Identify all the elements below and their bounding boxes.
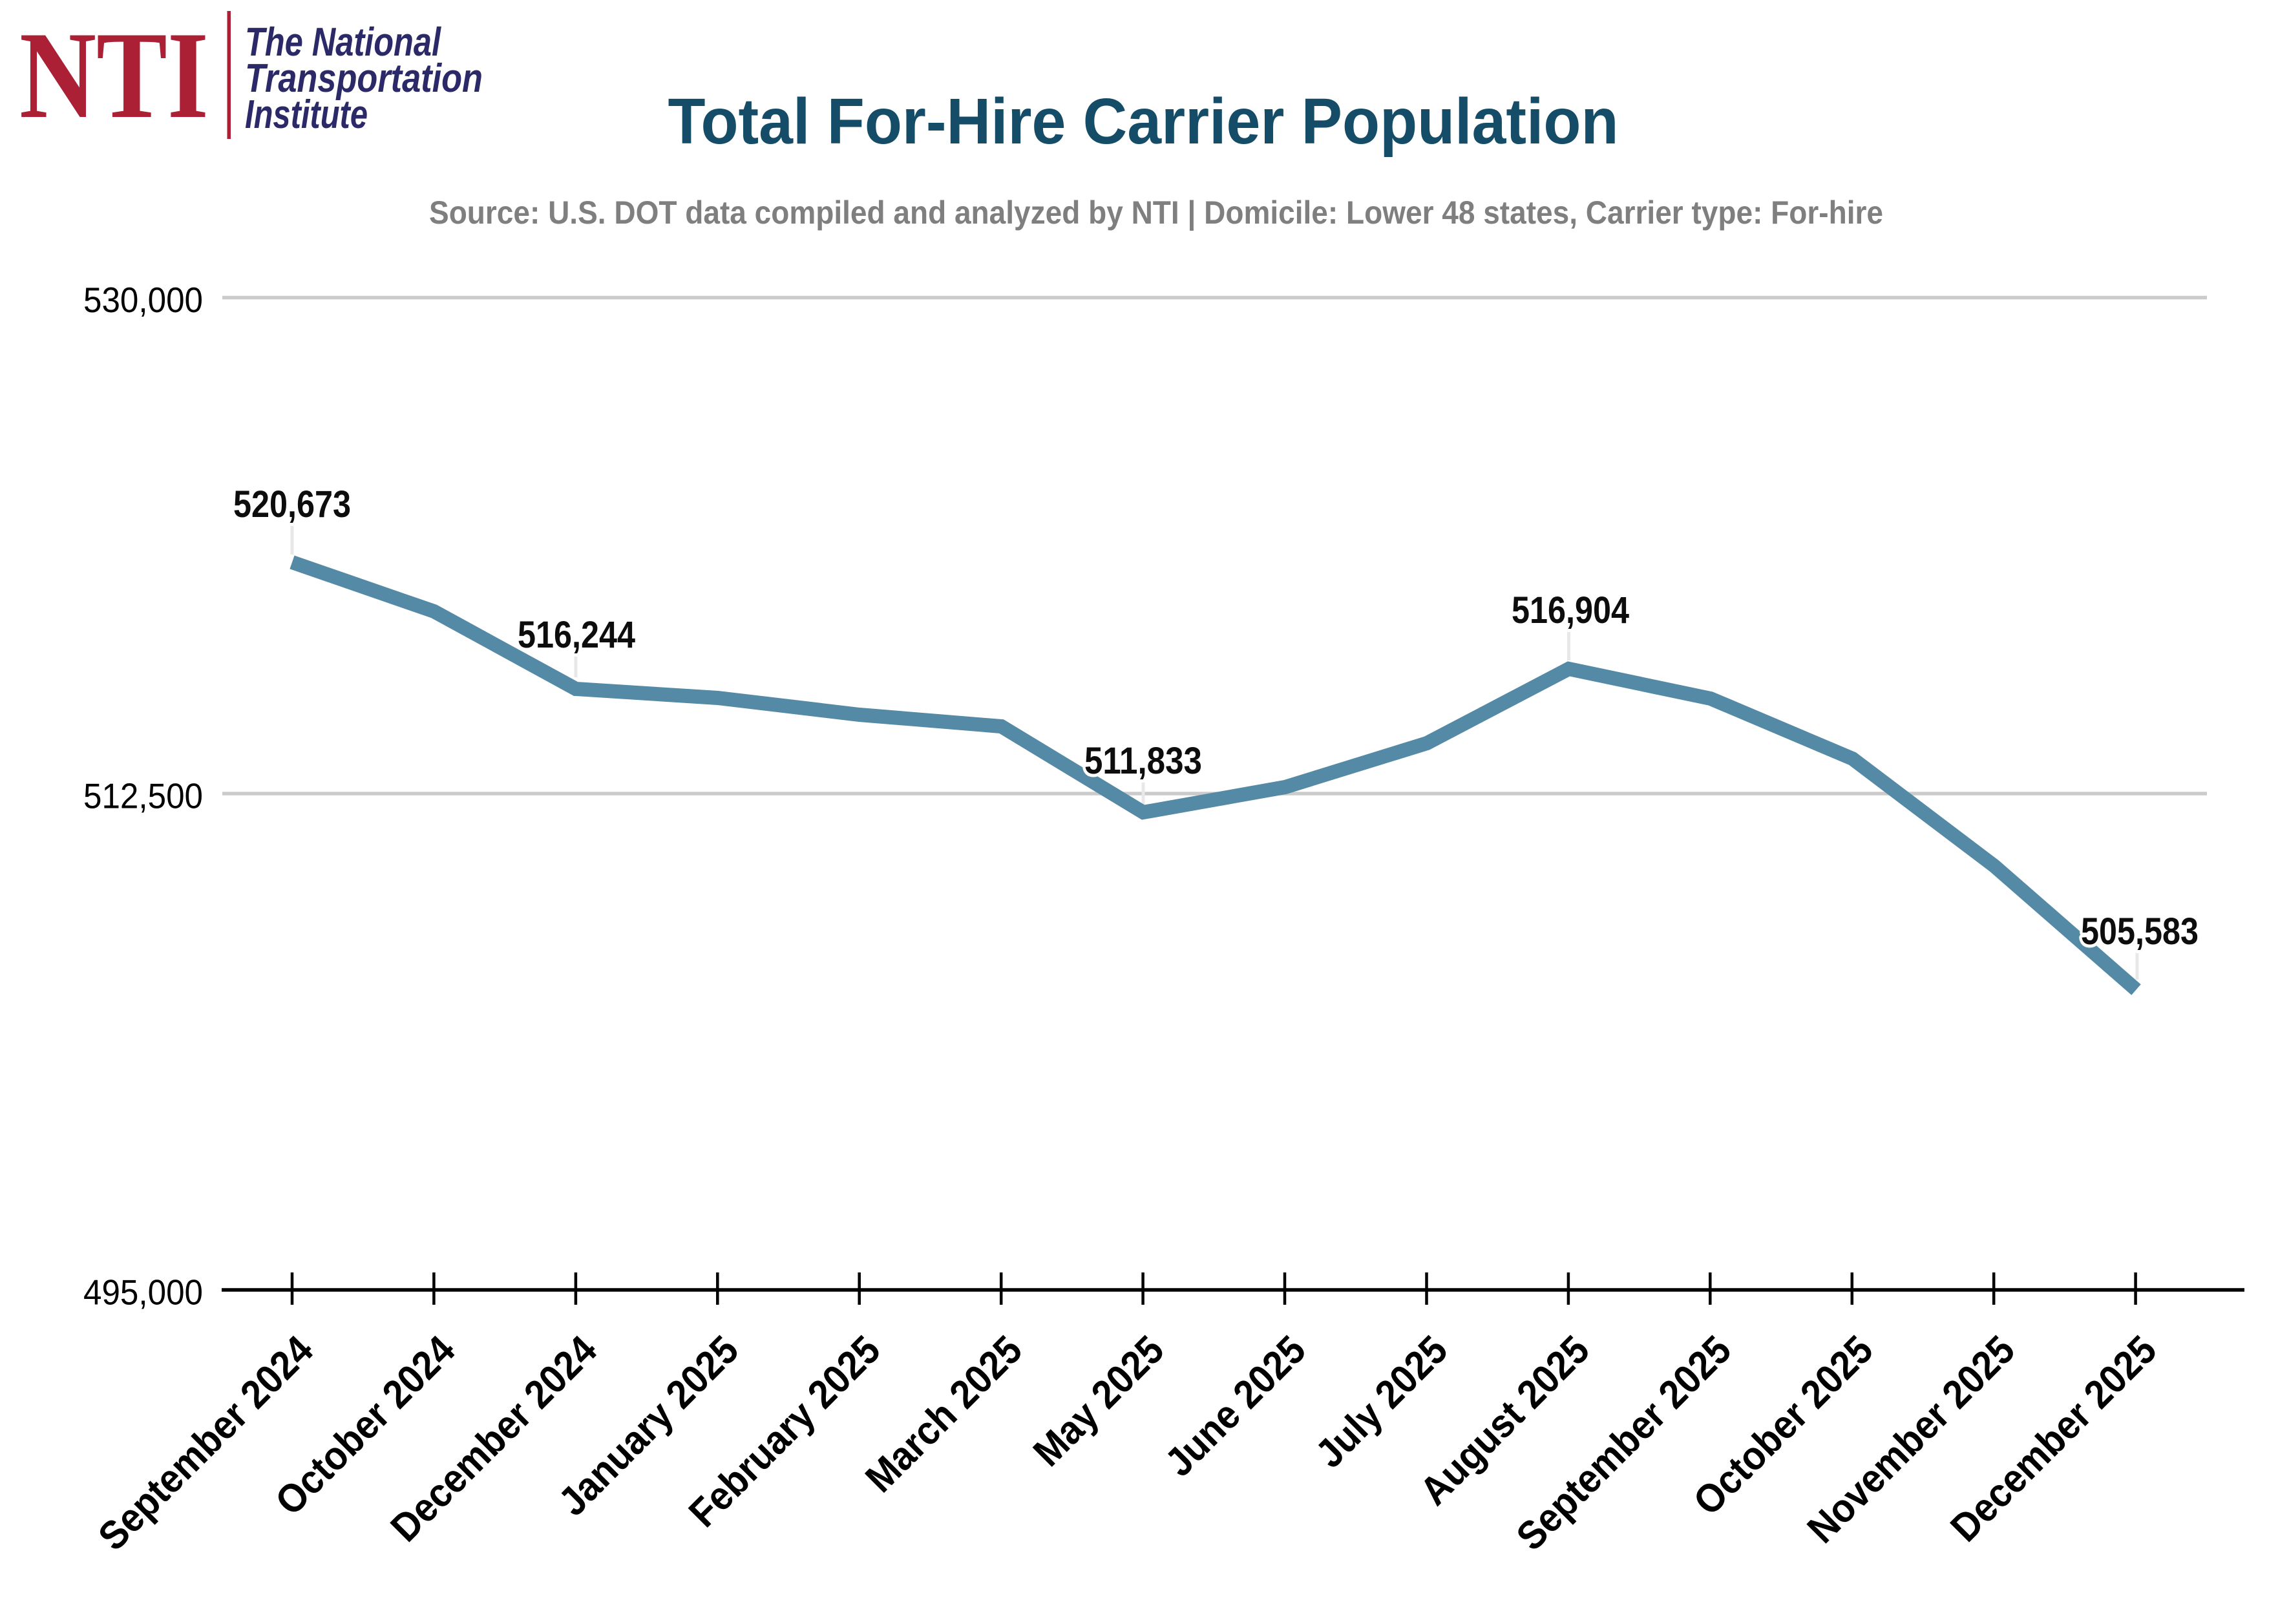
svg-text:516,244: 516,244: [518, 614, 635, 656]
svg-text:Total For-Hire Carrier Populat: Total For-Hire Carrier Population: [668, 85, 1619, 158]
svg-text:505,583: 505,583: [2081, 911, 2199, 953]
svg-text:495,000: 495,000: [83, 1272, 203, 1313]
svg-text:Institute: Institute: [245, 92, 368, 137]
svg-text:The National: The National: [245, 20, 441, 65]
svg-text:Transportation: Transportation: [245, 56, 483, 101]
svg-text:512,500: 512,500: [83, 776, 203, 816]
svg-text:511,833: 511,833: [1084, 740, 1202, 782]
svg-text:Source: U.S. DOT data compiled: Source: U.S. DOT data compiled and analy…: [429, 195, 1883, 231]
svg-text:530,000: 530,000: [83, 280, 203, 320]
svg-text:NTI: NTI: [19, 6, 209, 144]
svg-text:516,904: 516,904: [1512, 589, 1629, 631]
svg-text:520,673: 520,673: [233, 483, 351, 525]
